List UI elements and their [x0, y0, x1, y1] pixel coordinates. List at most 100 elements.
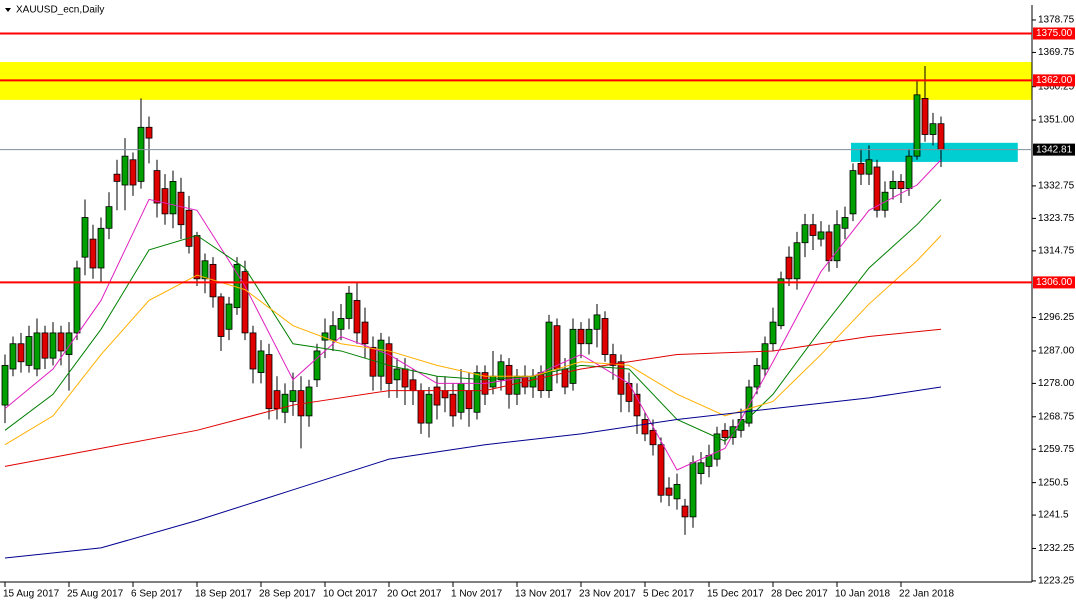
candle-body	[361, 321, 369, 345]
candle-body	[193, 235, 201, 280]
candle-body	[137, 126, 145, 182]
candle-body	[401, 368, 409, 388]
candle-body	[97, 227, 105, 269]
candle-body	[1, 364, 9, 406]
level-label-box	[1033, 276, 1075, 289]
candle-body	[249, 332, 257, 370]
candle-body	[785, 256, 793, 280]
candle-body	[241, 271, 249, 334]
ma-line	[4, 386, 942, 559]
candle-body	[377, 339, 385, 377]
candle-body	[201, 260, 209, 280]
y-tick-label: 1351.00	[1038, 115, 1075, 126]
y-tick-label: 1369.75	[1038, 47, 1075, 58]
candle-body	[657, 444, 665, 496]
candle-body	[497, 361, 505, 381]
candle-body	[9, 343, 17, 370]
candle-body	[713, 433, 721, 460]
x-tick-label: 15 Aug 2017	[3, 589, 60, 600]
candle-body	[417, 390, 425, 424]
candle-body	[793, 242, 801, 280]
y-tick-label: 1314.75	[1038, 245, 1075, 256]
x-tick-label: 15 Dec 2017	[707, 589, 764, 600]
candle-body	[345, 292, 353, 319]
y-tick-label: 1278.00	[1038, 378, 1075, 389]
bid-label: 1342.81	[1036, 144, 1073, 155]
y-tick-label: 1332.75	[1038, 181, 1075, 192]
candle-body	[817, 231, 825, 240]
y-tick-label: 1287.00	[1038, 346, 1075, 357]
candle-body	[409, 379, 417, 392]
candle-body	[921, 98, 929, 135]
candle-body	[185, 209, 193, 247]
y-tick-label: 1360.25	[1038, 81, 1075, 92]
candle-body	[49, 332, 57, 359]
y-tick-label: 1268.75	[1038, 411, 1075, 422]
candle-body	[73, 267, 81, 334]
level-label: 1375.00	[1036, 28, 1073, 39]
ma-line	[4, 199, 942, 442]
candle-body	[553, 325, 561, 370]
candle-body	[729, 426, 737, 438]
candle-body	[753, 364, 761, 388]
candle-body	[393, 368, 401, 381]
candle-body	[33, 332, 41, 370]
candle-body	[849, 170, 857, 215]
candle-body	[569, 328, 577, 384]
x-tick-label: 28 Sep 2017	[259, 589, 316, 600]
candle-body	[913, 94, 921, 157]
candle-body	[649, 429, 657, 446]
candle-body	[601, 318, 609, 355]
x-tick-label: 28 Dec 2017	[771, 589, 828, 600]
candle-body	[721, 429, 729, 438]
candle-body	[681, 505, 689, 518]
zone	[851, 142, 1018, 162]
candle-body	[465, 390, 473, 410]
candle-body	[265, 354, 273, 410]
candle-body	[545, 321, 553, 392]
candle-body	[337, 318, 345, 330]
candle-body	[705, 455, 713, 467]
x-tick-label: 13 Nov 2017	[515, 589, 572, 600]
candle-body	[441, 390, 449, 399]
candle-body	[369, 346, 377, 377]
candle-body	[353, 300, 361, 334]
candle-body	[609, 354, 617, 366]
candle-body	[177, 191, 185, 226]
candle-body	[113, 173, 121, 182]
candle-body	[105, 206, 113, 229]
candle-body	[673, 484, 681, 500]
candle-body	[473, 372, 481, 413]
candle-body	[257, 350, 265, 373]
y-tick-label: 1296.25	[1038, 312, 1075, 323]
candle-body	[145, 126, 153, 139]
candle-body	[313, 350, 321, 381]
level-label-box	[1033, 27, 1075, 40]
candle-body	[881, 191, 889, 211]
candle-body	[769, 321, 777, 345]
candle-body	[833, 224, 841, 262]
y-tick-label: 1223.25	[1038, 576, 1075, 587]
candle-body	[801, 224, 809, 244]
candle-body	[809, 224, 817, 236]
x-tick-label: 20 Oct 2017	[387, 589, 442, 600]
candle-body	[825, 231, 833, 262]
candle-body	[153, 170, 161, 204]
candle-body	[937, 123, 945, 151]
candle-body	[57, 332, 65, 352]
candle-body	[625, 383, 633, 402]
candle-body	[897, 181, 905, 190]
y-tick-label: 1259.75	[1038, 444, 1075, 455]
candle-body	[761, 343, 769, 370]
candle-body	[697, 462, 705, 474]
level-label: 1306.00	[1036, 277, 1073, 288]
candle-body	[449, 393, 457, 417]
x-tick-label: 23 Nov 2017	[579, 589, 636, 600]
ma-line	[4, 235, 942, 446]
x-tick-label: 6 Sep 2017	[131, 589, 183, 600]
candle-body	[529, 375, 537, 388]
candle-body	[777, 278, 785, 327]
candle-body	[305, 386, 313, 417]
candle-body	[865, 159, 873, 175]
candle-body	[841, 217, 849, 229]
